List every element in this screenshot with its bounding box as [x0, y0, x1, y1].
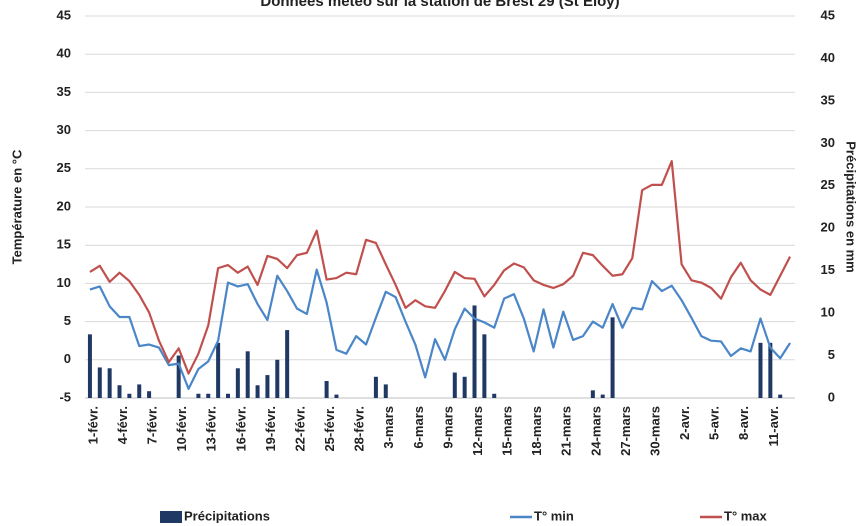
bar — [255, 385, 260, 398]
x-tick-label: 21-mars — [559, 406, 574, 456]
x-tick-label: 10-févr. — [174, 406, 189, 452]
bar — [206, 393, 211, 398]
y-tick-label: 0 — [64, 351, 71, 366]
x-tick-label: 15-mars — [500, 406, 515, 456]
bar — [87, 334, 92, 398]
bar — [196, 393, 201, 398]
legend-label: Précipitations — [184, 508, 270, 523]
y-tick-label: 5 — [64, 313, 71, 328]
y2-tick-label: 30 — [821, 135, 835, 150]
bar — [285, 330, 290, 398]
bar — [265, 375, 270, 398]
x-tick-label: 7-févr. — [145, 406, 160, 444]
x-tick-label: 19-févr. — [263, 406, 278, 452]
x-tick-label: 1-févr. — [85, 406, 100, 444]
line — [89, 268, 791, 390]
legend-label: T° max — [724, 508, 768, 523]
bar — [137, 384, 142, 398]
x-tick-label: 11-avr. — [766, 406, 781, 447]
x-tick-label: 24-mars — [588, 406, 603, 456]
y2-tick-label: 45 — [821, 7, 835, 22]
x-tick-label: 18-mars — [529, 406, 544, 456]
bar — [225, 393, 230, 398]
bar — [324, 381, 329, 398]
y-tick-label: 10 — [57, 275, 71, 290]
x-tick-label: 16-févr. — [233, 406, 248, 452]
bar — [768, 342, 773, 398]
y-tick-label: 15 — [57, 237, 71, 252]
x-tick-label: 25-févr. — [322, 406, 337, 452]
y2-tick-label: 0 — [828, 389, 835, 404]
bar — [216, 342, 221, 398]
bar — [383, 384, 388, 398]
y2-tick-label: 10 — [821, 305, 835, 320]
x-tick-label: 4-févr. — [115, 406, 130, 444]
bar — [373, 376, 378, 398]
bar — [452, 372, 457, 398]
x-tick-label: 5-avr. — [707, 406, 722, 440]
bar — [275, 359, 280, 398]
bar — [610, 317, 615, 398]
x-tick-label: 30-mars — [647, 406, 662, 456]
y2-tick-label: 15 — [821, 262, 835, 277]
legend-label: T° min — [534, 508, 574, 523]
bar — [482, 334, 487, 398]
y2-tick-label: 20 — [821, 220, 835, 235]
line — [89, 160, 792, 375]
bar — [600, 394, 605, 398]
bar — [107, 368, 112, 398]
y2-tick-label: 35 — [821, 92, 835, 107]
bar — [176, 355, 181, 398]
y2-axis-title: Précipitations en mm — [844, 141, 859, 272]
bar — [245, 351, 250, 398]
x-tick-label: 22-févr. — [292, 406, 307, 452]
x-tick-label: 13-févr. — [204, 406, 219, 452]
chart-title: Données météo sur la station de Brest 29… — [260, 0, 619, 10]
legend-swatch — [160, 511, 182, 523]
bar — [235, 368, 240, 398]
bar — [778, 394, 783, 398]
y2-tick-label: 25 — [821, 177, 835, 192]
y2-tick-label: 5 — [828, 347, 835, 362]
bar — [590, 390, 595, 398]
y-tick-label: -5 — [59, 389, 71, 404]
x-tick-label: 6-mars — [411, 406, 426, 449]
x-tick-label: 28-févr. — [352, 406, 367, 452]
x-tick-label: 12-mars — [470, 406, 485, 456]
x-tick-label: 9-mars — [440, 406, 455, 449]
y-axis-title: Température en °C — [9, 149, 24, 264]
bar — [117, 385, 122, 398]
bar — [147, 391, 152, 398]
x-tick-label: 3-mars — [381, 406, 396, 449]
y-tick-label: 45 — [57, 7, 71, 22]
bar — [97, 367, 102, 398]
x-tick-label: 27-mars — [618, 406, 633, 456]
y-tick-label: 40 — [57, 46, 71, 61]
bar — [334, 394, 339, 398]
bar — [492, 393, 497, 398]
x-tick-label: 2-avr. — [677, 406, 692, 440]
bar — [758, 342, 763, 398]
bar — [127, 393, 132, 398]
y-tick-label: 30 — [57, 122, 71, 137]
y2-tick-label: 40 — [821, 50, 835, 65]
x-tick-label: 8-avr. — [736, 406, 751, 440]
y-tick-label: 25 — [57, 160, 71, 175]
y-tick-label: 35 — [57, 84, 71, 99]
y-tick-label: 20 — [57, 198, 71, 213]
bar — [462, 376, 467, 398]
bar — [472, 305, 477, 398]
